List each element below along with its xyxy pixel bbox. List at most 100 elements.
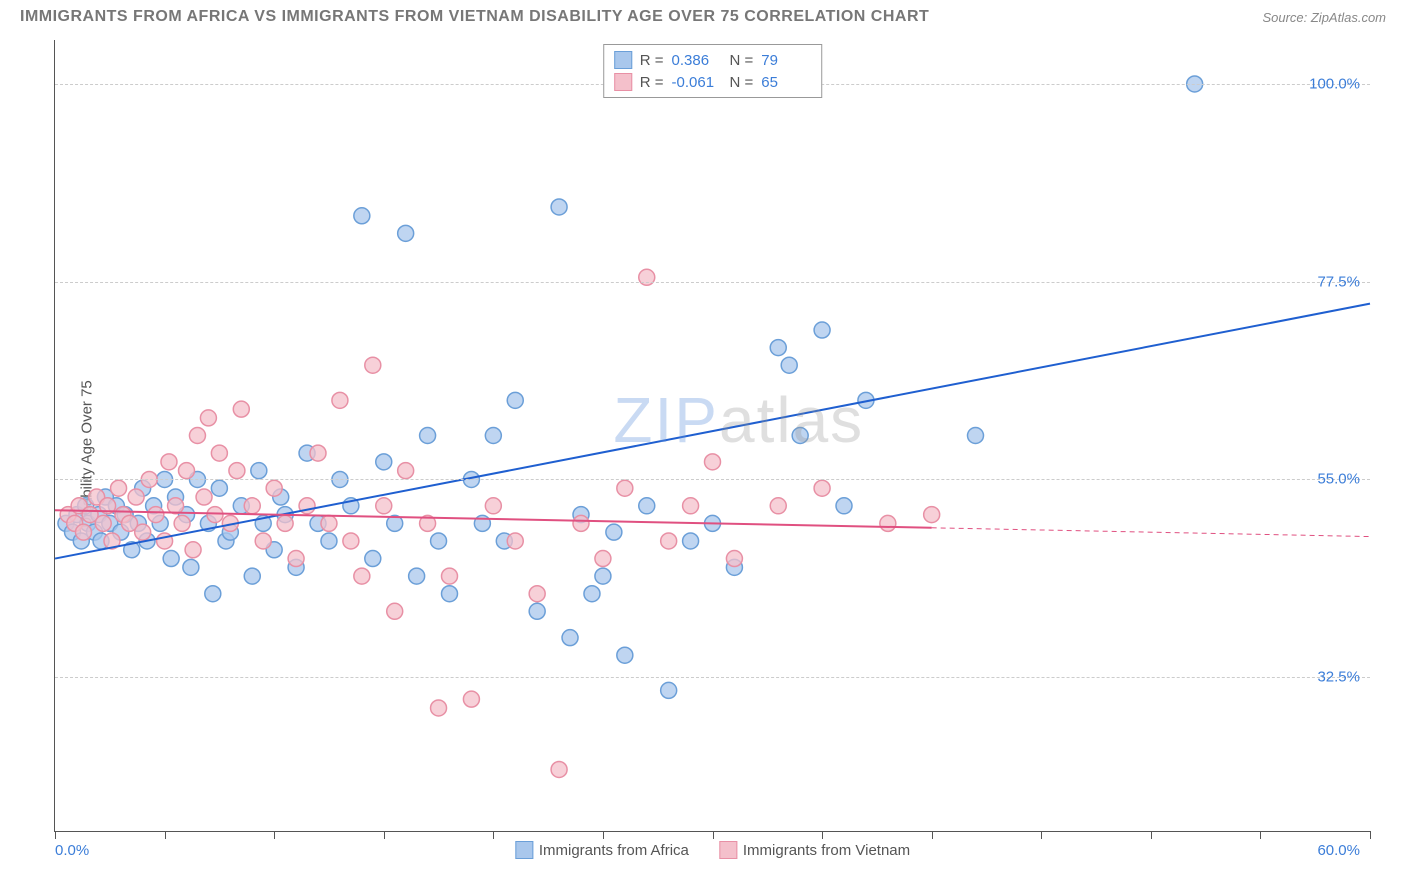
data-point — [814, 322, 830, 338]
data-point — [277, 515, 293, 531]
y-tick-label: 77.5% — [1317, 273, 1360, 290]
x-axis-max: 60.0% — [1317, 842, 1360, 859]
data-point — [365, 551, 381, 567]
swatch-africa — [614, 51, 632, 69]
gridline — [55, 282, 1370, 283]
data-point — [705, 454, 721, 470]
data-point — [185, 542, 201, 558]
y-tick-label: 55.0% — [1317, 471, 1360, 488]
data-point — [321, 533, 337, 549]
data-point — [189, 428, 205, 444]
data-point — [128, 489, 144, 505]
data-point — [573, 515, 589, 531]
data-point — [168, 498, 184, 514]
x-tick — [55, 831, 56, 839]
data-point — [507, 533, 523, 549]
data-point — [551, 199, 567, 215]
data-point — [161, 454, 177, 470]
data-point — [196, 489, 212, 505]
data-point — [529, 603, 545, 619]
data-point — [233, 401, 249, 417]
plot-svg — [55, 40, 1370, 831]
data-point — [135, 524, 151, 540]
chart-source: Source: ZipAtlas.com — [1262, 10, 1386, 25]
data-point — [244, 568, 260, 584]
x-tick — [1260, 831, 1261, 839]
data-point — [148, 507, 164, 523]
data-point — [463, 691, 479, 707]
data-point — [507, 392, 523, 408]
stat-N-africa: 79 — [761, 52, 811, 69]
legend-row-africa: R = 0.386 N = 79 — [614, 49, 812, 71]
data-point — [606, 524, 622, 540]
plot-area: R = 0.386 N = 79 R = -0.061 N = 65 ZIPat… — [54, 40, 1370, 832]
legend-label-vietnam: Immigrants from Vietnam — [743, 842, 910, 859]
data-point — [398, 463, 414, 479]
data-point — [354, 208, 370, 224]
data-point — [442, 568, 458, 584]
data-point — [288, 551, 304, 567]
data-point — [595, 551, 611, 567]
data-point — [200, 410, 216, 426]
x-tick — [603, 831, 604, 839]
data-point — [836, 498, 852, 514]
data-point — [639, 498, 655, 514]
data-point — [376, 498, 392, 514]
data-point — [244, 498, 260, 514]
stat-R-vietnam: -0.061 — [672, 74, 722, 91]
data-point — [639, 269, 655, 285]
data-point — [310, 445, 326, 461]
data-point — [442, 586, 458, 602]
data-point — [781, 357, 797, 373]
x-tick — [493, 831, 494, 839]
x-tick — [165, 831, 166, 839]
data-point — [431, 700, 447, 716]
legend-statistics: R = 0.386 N = 79 R = -0.061 N = 65 — [603, 44, 823, 98]
data-point — [179, 463, 195, 479]
data-point — [595, 568, 611, 584]
swatch-africa-bottom — [515, 841, 533, 859]
legend-bottom: Immigrants from Africa Immigrants from V… — [515, 841, 910, 859]
data-point — [398, 225, 414, 241]
stat-N-label: N = — [730, 74, 754, 91]
legend-item-africa: Immigrants from Africa — [515, 841, 689, 859]
gridline — [55, 677, 1370, 678]
x-tick — [384, 831, 385, 839]
stat-R-label: R = — [640, 52, 664, 69]
stat-R-label: R = — [640, 74, 664, 91]
data-point — [211, 445, 227, 461]
data-point — [814, 480, 830, 496]
data-point — [420, 428, 436, 444]
data-point — [163, 551, 179, 567]
legend-label-africa: Immigrants from Africa — [539, 842, 689, 859]
data-point — [95, 515, 111, 531]
data-point — [75, 524, 91, 540]
x-tick — [1041, 831, 1042, 839]
regression-line-dashed — [932, 528, 1370, 537]
x-tick — [1151, 831, 1152, 839]
data-point — [683, 533, 699, 549]
data-point — [409, 568, 425, 584]
data-point — [584, 586, 600, 602]
stat-N-label: N = — [730, 52, 754, 69]
gridline — [55, 479, 1370, 480]
data-point — [387, 603, 403, 619]
data-point — [529, 586, 545, 602]
data-point — [661, 682, 677, 698]
chart-title: IMMIGRANTS FROM AFRICA VS IMMIGRANTS FRO… — [20, 8, 929, 26]
data-point — [924, 507, 940, 523]
x-axis-min: 0.0% — [55, 842, 89, 859]
data-point — [211, 480, 227, 496]
data-point — [770, 498, 786, 514]
legend-item-vietnam: Immigrants from Vietnam — [719, 841, 910, 859]
data-point — [485, 428, 501, 444]
data-point — [343, 533, 359, 549]
data-point — [792, 428, 808, 444]
data-point — [251, 463, 267, 479]
stat-N-vietnam: 65 — [761, 74, 811, 91]
data-point — [332, 392, 348, 408]
data-point — [551, 761, 567, 777]
data-point — [431, 533, 447, 549]
data-point — [683, 498, 699, 514]
x-tick — [713, 831, 714, 839]
